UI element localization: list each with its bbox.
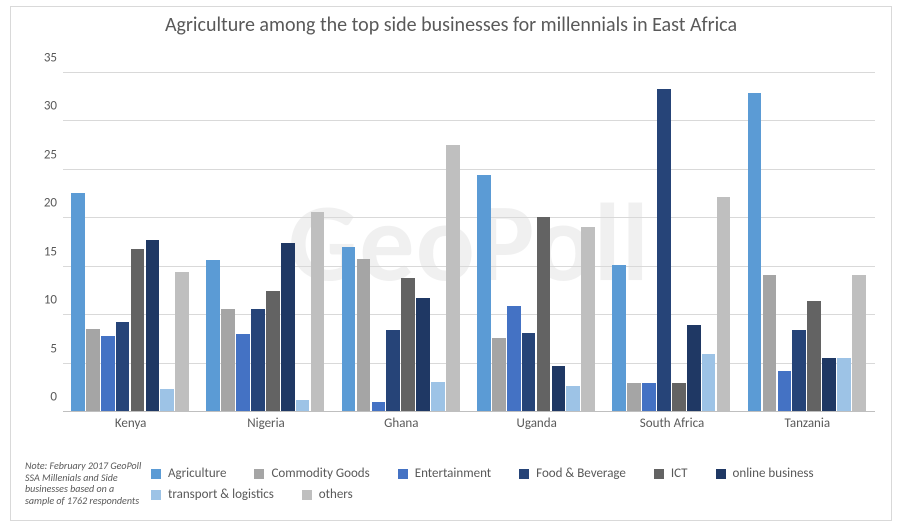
plot-area: GeoPoll 05101520253035: [63, 73, 875, 412]
bar: [431, 382, 445, 412]
legend-swatch: [151, 469, 161, 479]
bar: [175, 272, 189, 412]
bar: [492, 338, 506, 412]
bar: [146, 240, 160, 412]
legend-label: transport & logistics: [168, 487, 274, 502]
bar: [477, 175, 491, 412]
footnote: Note: February 2017 GeoPoll SSA Millenia…: [25, 460, 145, 506]
chart-container: Agriculture among the top side businesse…: [10, 6, 892, 521]
bar: [657, 89, 671, 412]
legend-label: Entertainment: [415, 466, 491, 481]
bar: [852, 275, 866, 412]
legend-swatch: [151, 490, 161, 500]
x-category-label: Nigeria: [198, 416, 333, 431]
bar: [642, 383, 656, 412]
bar: [612, 265, 626, 412]
bar: [672, 383, 686, 412]
y-tick-label: 35: [23, 51, 57, 66]
bar: [763, 275, 777, 412]
y-tick-label: 30: [23, 99, 57, 114]
legend-item: others: [302, 487, 353, 502]
chart-title: Agriculture among the top side businesse…: [11, 7, 891, 40]
bar: [131, 249, 145, 412]
bar: [71, 193, 85, 412]
bar: [446, 145, 460, 412]
bar: [311, 212, 325, 412]
bar: [236, 334, 250, 412]
bar: [416, 298, 430, 412]
bars-layer: [63, 73, 875, 412]
bar: [401, 278, 415, 412]
bar: [101, 336, 115, 412]
y-tick-label: 0: [23, 390, 57, 405]
bar: [837, 358, 851, 412]
bar: [778, 371, 792, 412]
bar: [206, 260, 220, 412]
legend-label: ICT: [671, 466, 688, 481]
bar: [807, 301, 821, 412]
legend-swatch: [519, 469, 529, 479]
bar: [342, 247, 356, 412]
legend-item: online business: [716, 466, 814, 481]
bar: [566, 386, 580, 412]
legend-label: Food & Beverage: [536, 466, 626, 481]
x-category-label: Uganda: [469, 416, 604, 431]
bar: [281, 243, 295, 413]
y-tick-label: 15: [23, 244, 57, 259]
bar: [702, 354, 716, 412]
legend-swatch: [398, 469, 408, 479]
y-tick-label: 20: [23, 196, 57, 211]
legend-label: Agriculture: [168, 466, 226, 481]
legend-item: Agriculture: [151, 466, 226, 481]
legend-item: ICT: [654, 466, 688, 481]
bar: [537, 217, 551, 412]
bar: [792, 330, 806, 412]
y-tick-label: 25: [23, 147, 57, 162]
y-tick-label: 10: [23, 293, 57, 308]
y-tick-label: 5: [23, 341, 57, 356]
bar: [507, 306, 521, 412]
x-category-label: Tanzania: [740, 416, 875, 431]
bar: [160, 389, 174, 412]
legend-label: online business: [733, 466, 814, 481]
x-category-label: South Africa: [604, 416, 739, 431]
bar: [581, 227, 595, 412]
bar: [386, 330, 400, 412]
x-category-label: Ghana: [334, 416, 469, 431]
legend-swatch: [254, 469, 264, 479]
bar: [717, 197, 731, 412]
legend-label: others: [319, 487, 353, 502]
bar: [687, 325, 701, 412]
legend-swatch: [654, 469, 664, 479]
bar: [86, 329, 100, 412]
bar: [522, 333, 536, 412]
bar: [266, 291, 280, 412]
legend-label: Commodity Goods: [271, 466, 369, 481]
bar: [251, 309, 265, 412]
bar: [627, 383, 641, 412]
x-category-label: Kenya: [63, 416, 198, 431]
bar: [552, 366, 566, 412]
legend-swatch: [302, 490, 312, 500]
legend-item: Commodity Goods: [254, 466, 369, 481]
legend-swatch: [716, 469, 726, 479]
legend-item: Food & Beverage: [519, 466, 626, 481]
x-axis-labels: KenyaNigeriaGhanaUgandaSouth AfricaTanza…: [63, 412, 875, 432]
bar: [822, 358, 836, 412]
bar: [357, 259, 371, 412]
legend-item: transport & logistics: [151, 487, 274, 502]
bar: [116, 322, 130, 412]
legend-item: Entertainment: [398, 466, 491, 481]
bar: [221, 309, 235, 412]
bar: [748, 93, 762, 412]
legend: Agriculture Commodity Goods Entertainment F…: [151, 466, 831, 502]
